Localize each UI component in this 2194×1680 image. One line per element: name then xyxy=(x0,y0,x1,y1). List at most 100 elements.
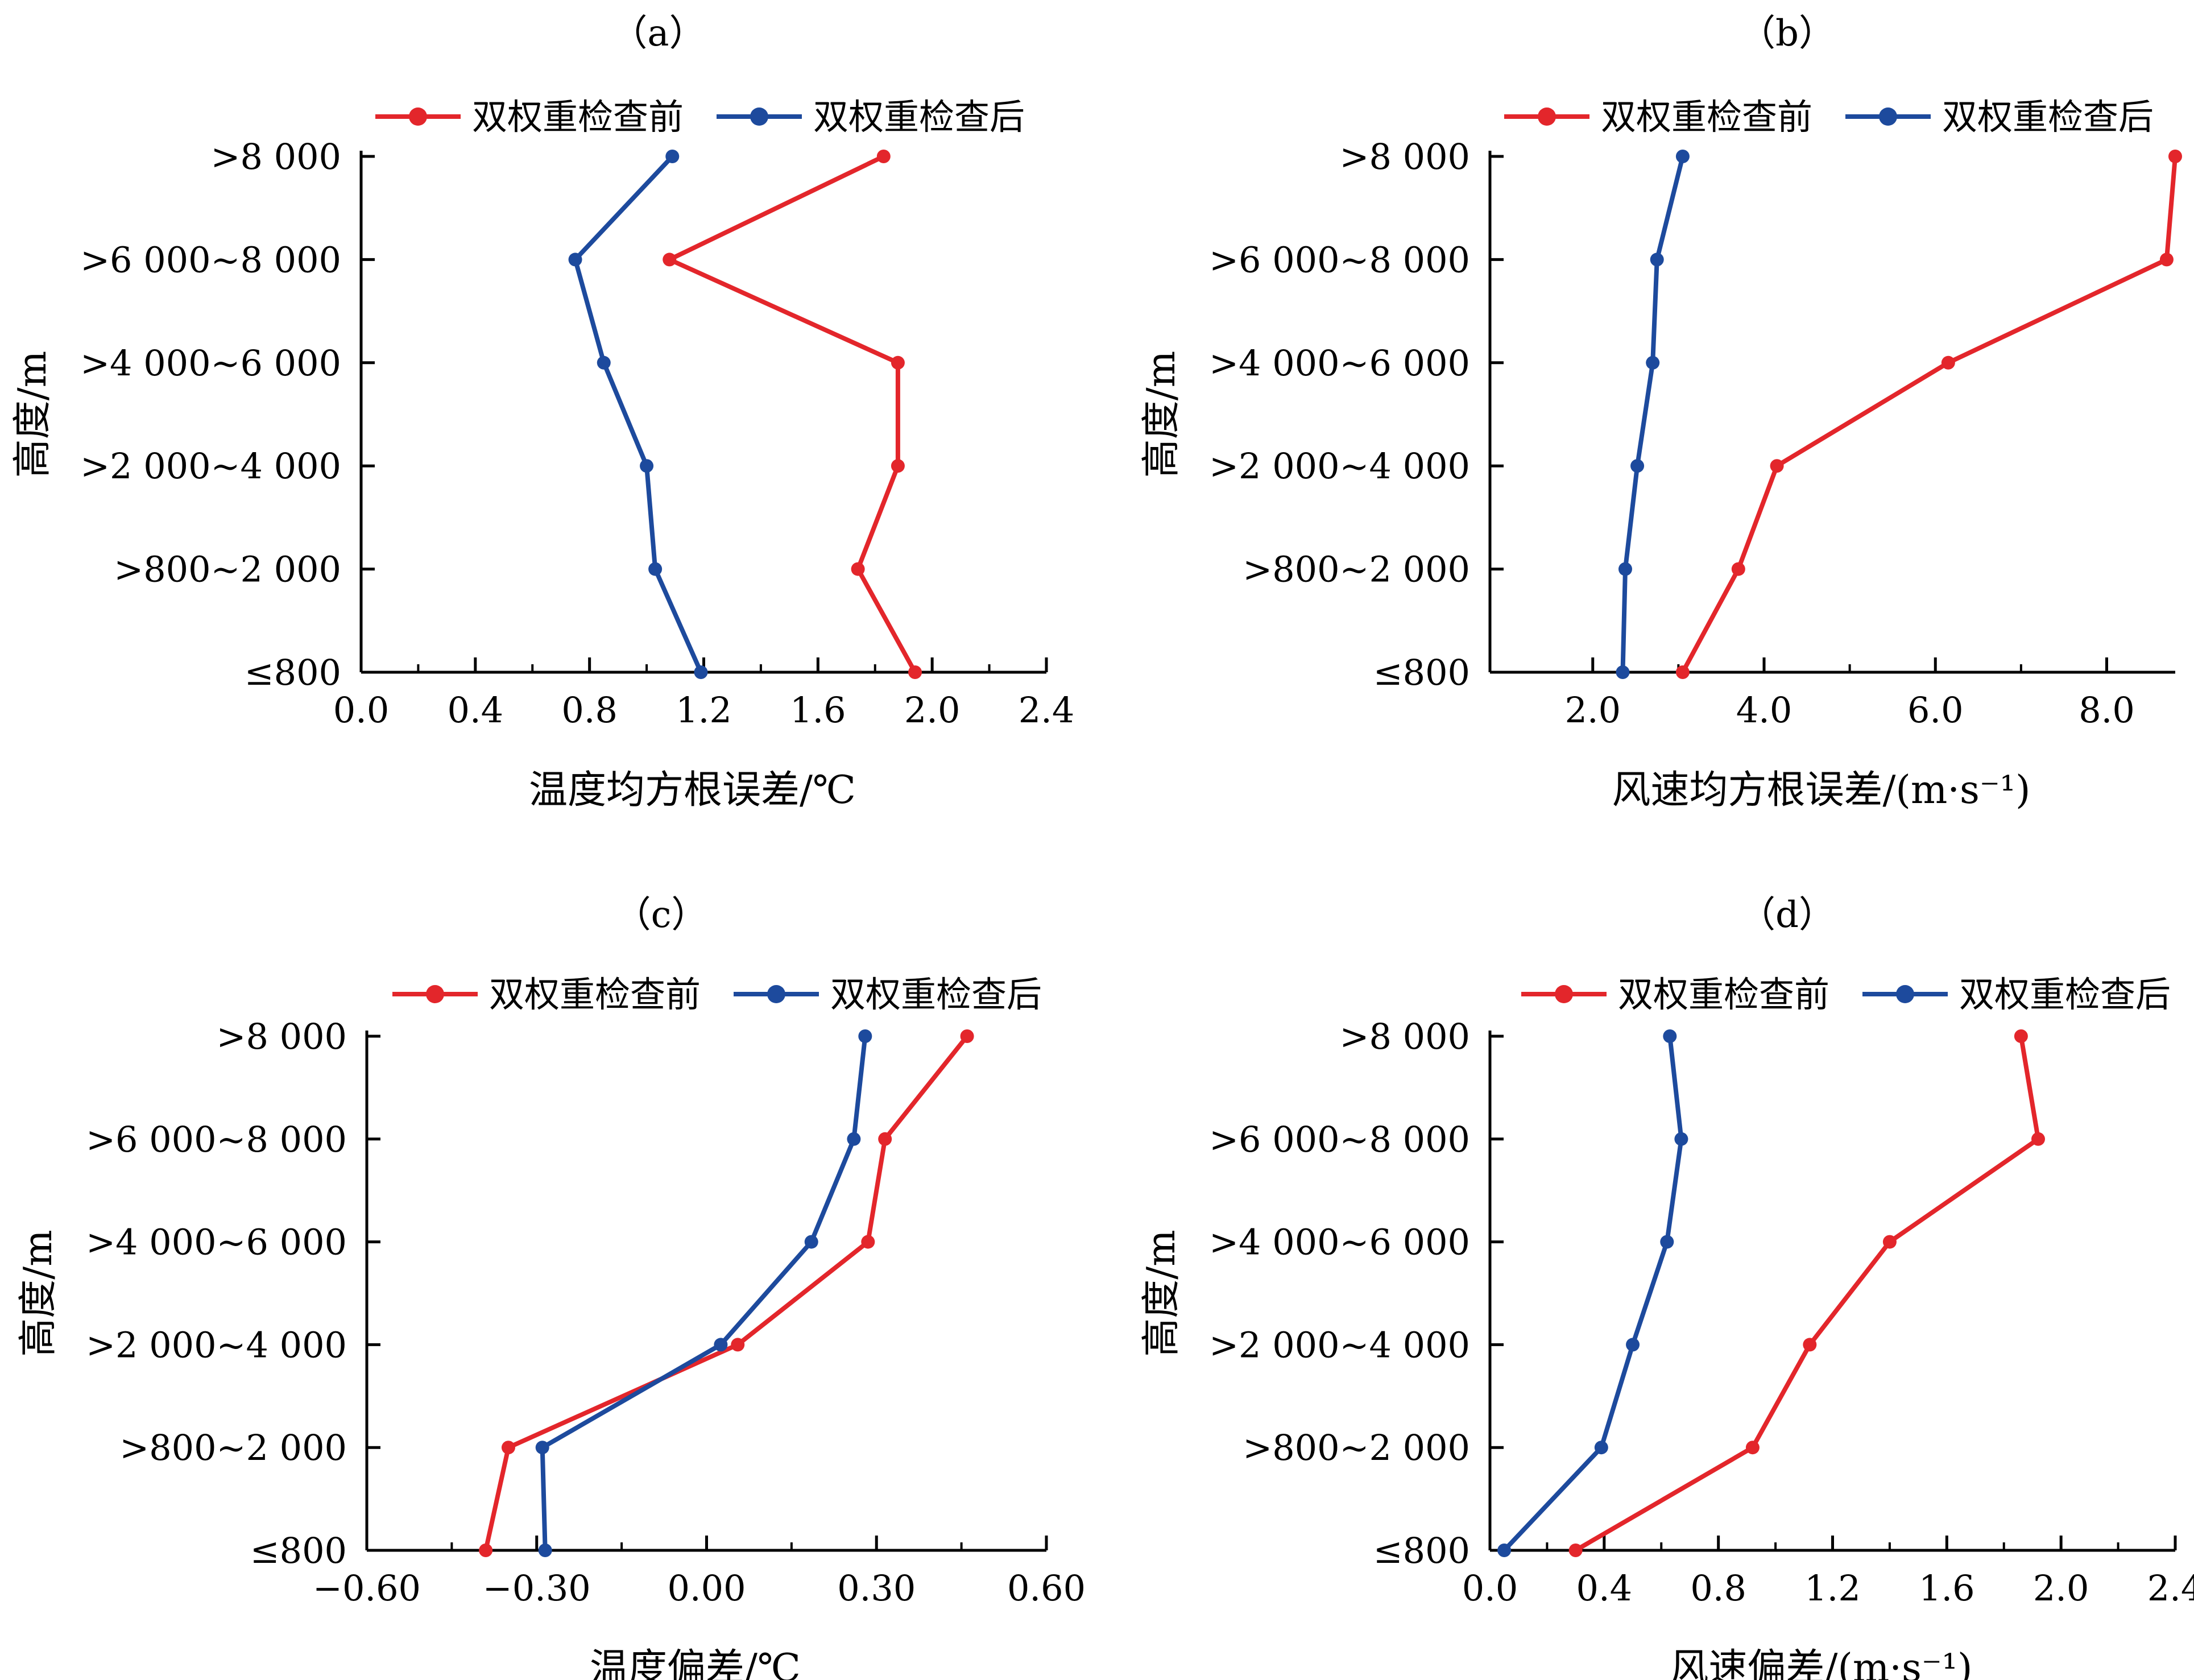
data-point xyxy=(1675,665,1690,679)
y-tick-label: >8 000 xyxy=(1340,136,1470,177)
legend-marker xyxy=(426,985,444,1003)
legend-marker xyxy=(409,107,427,126)
series-before xyxy=(1675,150,2182,679)
x-tick-label: 2.0 xyxy=(1564,689,1621,731)
x-tick-label: 0.00 xyxy=(667,1567,746,1609)
x-tick-label: 0.30 xyxy=(837,1567,916,1609)
y-tick-label: >6 000~8 000 xyxy=(1209,1119,1470,1160)
y-tick-label: >2 000~4 000 xyxy=(86,1324,347,1365)
legend-marker xyxy=(1879,107,1897,126)
x-tick-label: 4.0 xyxy=(1736,689,1793,731)
data-point xyxy=(2159,253,2174,267)
data-point xyxy=(861,1235,875,1249)
x-tick-label: −0.60 xyxy=(313,1567,421,1609)
data-point xyxy=(1626,1338,1640,1352)
data-point xyxy=(1882,1235,1897,1249)
legend: 双权重检查前 双权重检查后 xyxy=(375,96,1025,138)
series-line xyxy=(1680,156,2178,673)
legend: 双权重检查前 双权重检查后 xyxy=(1504,96,2154,138)
data-point xyxy=(648,562,663,576)
data-point xyxy=(538,1544,552,1557)
series-before xyxy=(479,1029,974,1557)
x-tick-label: 1.2 xyxy=(1804,1567,1861,1609)
data-point xyxy=(1663,1029,1677,1043)
legend-label: 双权重检查后 xyxy=(813,96,1025,138)
chart-panel-b: （b） 双权重检查前 双权重检查后 ≤800 >800~2 000 >2 000~4 00… xyxy=(1139,13,2182,813)
y-tick-label: >4 000~6 000 xyxy=(1209,342,1470,384)
series-after xyxy=(535,1029,872,1557)
data-point xyxy=(876,150,891,163)
y-tick-label: >2 000~4 000 xyxy=(80,445,341,487)
data-point xyxy=(851,562,865,576)
data-point xyxy=(1650,253,1664,267)
x-tick-label: 2.4 xyxy=(1019,689,1075,731)
data-point xyxy=(1674,1132,1688,1146)
x-tick-label: 8.0 xyxy=(2079,689,2135,731)
y-tick-label: >8 000 xyxy=(217,1016,347,1057)
data-point xyxy=(2014,1029,2028,1043)
data-point xyxy=(665,150,680,163)
series-line xyxy=(1502,1036,1684,1552)
series-line xyxy=(1574,1036,2040,1553)
data-point xyxy=(2031,1132,2045,1146)
x-tick-label: 0.0 xyxy=(1462,1567,1518,1609)
y-tick-label: ≤800 xyxy=(250,1530,347,1571)
x-axis-label: 风速均方根误差/(m·s⁻¹) xyxy=(1612,768,2030,813)
y-tick-label: ≤800 xyxy=(1373,652,1470,693)
data-point xyxy=(804,1235,818,1249)
y-tick-label: >6 000~8 000 xyxy=(1209,239,1470,280)
data-point xyxy=(597,355,611,370)
y-tick-label: >8 000 xyxy=(1340,1016,1470,1057)
data-point xyxy=(1497,1544,1512,1557)
data-point xyxy=(1616,665,1630,679)
data-point xyxy=(1594,1441,1608,1455)
legend-marker xyxy=(767,985,785,1003)
series-line xyxy=(540,1036,868,1551)
chart-panel-d: （d） 双权重检查前 双权重检查后 ≤800 >800~2 000 >2 000~4 00… xyxy=(1139,894,2194,1680)
chart-panel-a: （a） 双权重检查前 双权重检查后 ≤800 >800~2 000 >2 000~4 00… xyxy=(10,13,1074,813)
panel-title: （b） xyxy=(1739,13,1835,55)
data-point xyxy=(858,1029,872,1043)
data-point xyxy=(501,1441,515,1455)
panel-title: （c） xyxy=(615,894,708,936)
panel-title: （a） xyxy=(611,13,705,55)
data-point xyxy=(960,1029,974,1043)
x-tick-label: 0.4 xyxy=(448,689,504,731)
series-after xyxy=(1616,150,1690,679)
data-point xyxy=(1745,1441,1760,1455)
legend-label: 双权重检查前 xyxy=(472,96,684,138)
data-point xyxy=(663,253,677,267)
legend: 双权重检查前 双权重检查后 xyxy=(392,974,1042,1015)
y-tick-label: >800~2 000 xyxy=(1243,549,1470,590)
legend-label: 双权重检查后 xyxy=(1959,974,2171,1015)
x-tick-label: 0.60 xyxy=(1007,1567,1086,1609)
legend-marker xyxy=(1538,107,1556,126)
series-after xyxy=(568,150,708,679)
y-axis-label: 高度/m xyxy=(1139,351,1184,478)
x-tick-label: 2.0 xyxy=(904,689,961,731)
y-tick-label: ≤800 xyxy=(245,652,341,693)
y-tick-label: >2 000~4 000 xyxy=(1209,445,1470,487)
x-tick-label: 0.4 xyxy=(1576,1567,1633,1609)
series-line xyxy=(667,154,917,673)
series-line xyxy=(573,155,703,673)
data-point xyxy=(1618,562,1632,576)
data-point xyxy=(1630,459,1645,473)
y-tick-label: >8 000 xyxy=(211,136,341,177)
y-tick-label: >4 000~6 000 xyxy=(86,1222,347,1263)
legend-label: 双权重检查后 xyxy=(830,974,1042,1015)
y-tick-label: >800~2 000 xyxy=(114,549,341,590)
x-axis-label: 温度偏差/℃ xyxy=(590,1646,801,1680)
x-tick-label: −0.30 xyxy=(483,1567,591,1609)
y-axis-label: 高度/m xyxy=(1139,1230,1184,1356)
panel-title: （d） xyxy=(1739,894,1835,936)
data-point xyxy=(1731,562,1745,576)
data-point xyxy=(1770,459,1784,473)
x-axis-label: 温度均方根误差/℃ xyxy=(529,768,856,813)
legend-marker xyxy=(1555,985,1573,1003)
series-after xyxy=(1497,1029,1688,1557)
data-point xyxy=(1660,1235,1674,1249)
x-tick-label: 0.8 xyxy=(1690,1567,1746,1609)
series-before xyxy=(663,150,922,679)
y-tick-label: >4 000~6 000 xyxy=(1209,1222,1470,1263)
